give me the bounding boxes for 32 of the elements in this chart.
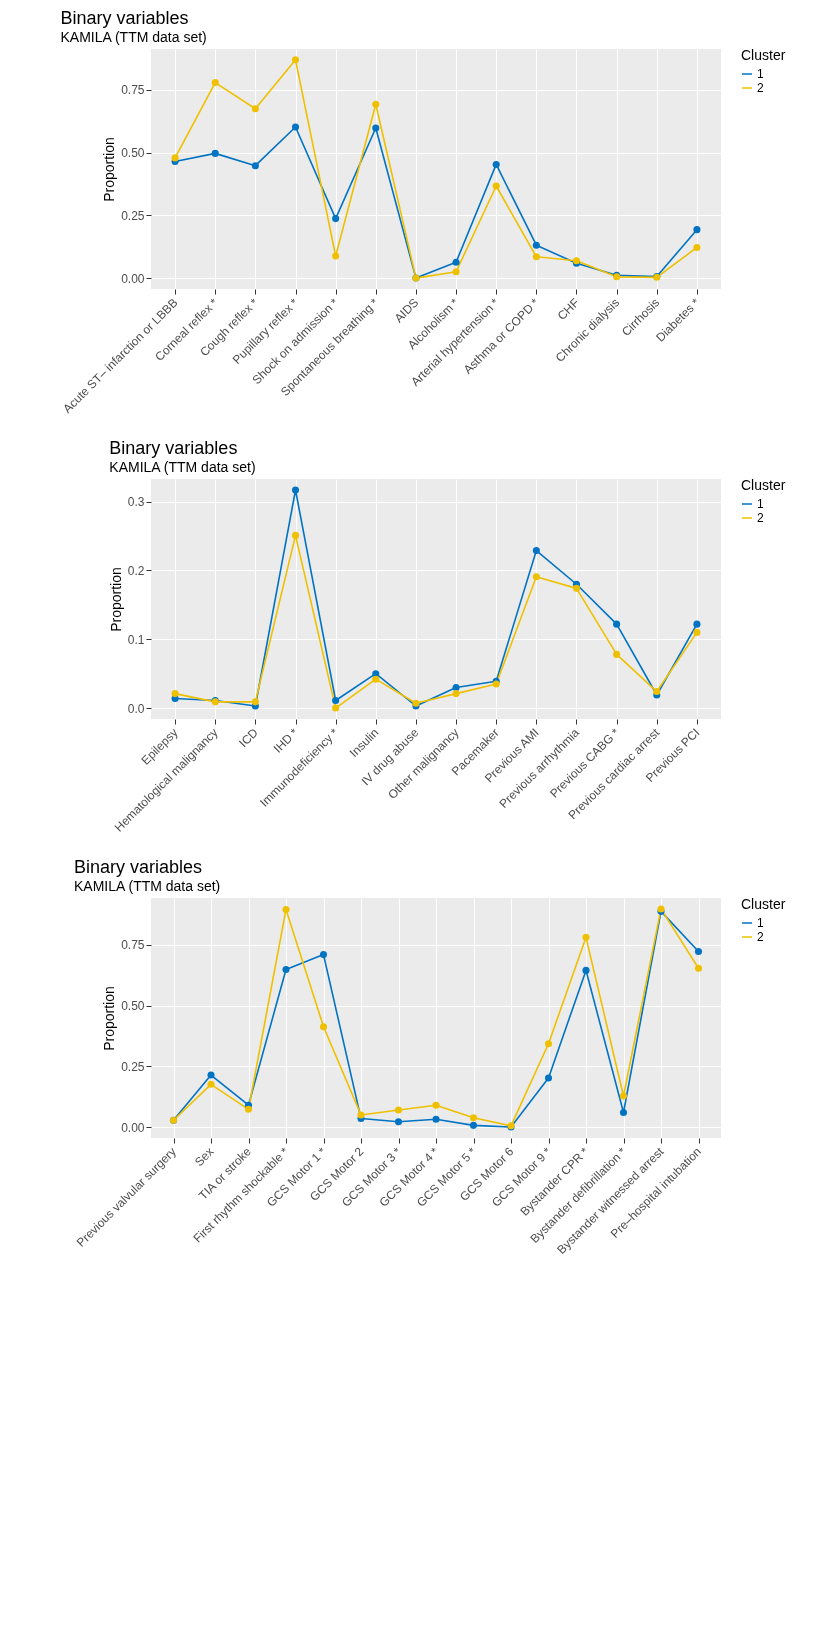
y-tick-label: 0.1 bbox=[127, 632, 145, 647]
chart-subtitle: KAMILA (TTM data set) bbox=[109, 459, 256, 475]
y-tick-label: 0.25 bbox=[121, 1059, 145, 1074]
y-tick-label: 0.75 bbox=[121, 938, 145, 953]
y-tick-label: 0.25 bbox=[121, 208, 145, 223]
legend-label: 1 bbox=[757, 497, 764, 511]
y-tick-label: 0.3 bbox=[127, 495, 145, 510]
y-tick-label: 0.50 bbox=[121, 999, 145, 1014]
y-tick-label: 0.00 bbox=[121, 271, 145, 286]
chart-title: Binary variables bbox=[109, 438, 238, 458]
chart-title: Binary variables bbox=[60, 8, 189, 28]
chart-subtitle: KAMILA (TTM data set) bbox=[60, 29, 207, 45]
y-axis-title: Proportion bbox=[101, 986, 118, 1051]
legend-label: 2 bbox=[757, 81, 764, 95]
chart-title: Binary variables bbox=[74, 857, 203, 877]
legend-label: 2 bbox=[757, 511, 764, 525]
y-tick-label: 0.0 bbox=[127, 701, 145, 716]
legend-title: Cluster bbox=[741, 47, 786, 63]
legend-title: Cluster bbox=[741, 896, 786, 912]
x-tick-label: Sex bbox=[191, 1144, 217, 1170]
y-axis-title: Proportion bbox=[107, 567, 124, 632]
y-axis-title: Proportion bbox=[101, 137, 118, 202]
y-tick-label: 0.75 bbox=[121, 83, 145, 98]
legend-title: Cluster bbox=[741, 477, 786, 493]
y-tick-label: 0.00 bbox=[121, 1120, 145, 1135]
y-tick-label: 0.2 bbox=[127, 563, 145, 578]
y-tick-label: 0.50 bbox=[121, 146, 145, 161]
legend-label: 2 bbox=[757, 930, 764, 944]
x-tick-label: ICD bbox=[236, 725, 262, 751]
legend-label: 1 bbox=[757, 916, 764, 930]
chart-subtitle: KAMILA (TTM data set) bbox=[74, 878, 221, 894]
legend-label: 1 bbox=[757, 67, 764, 81]
